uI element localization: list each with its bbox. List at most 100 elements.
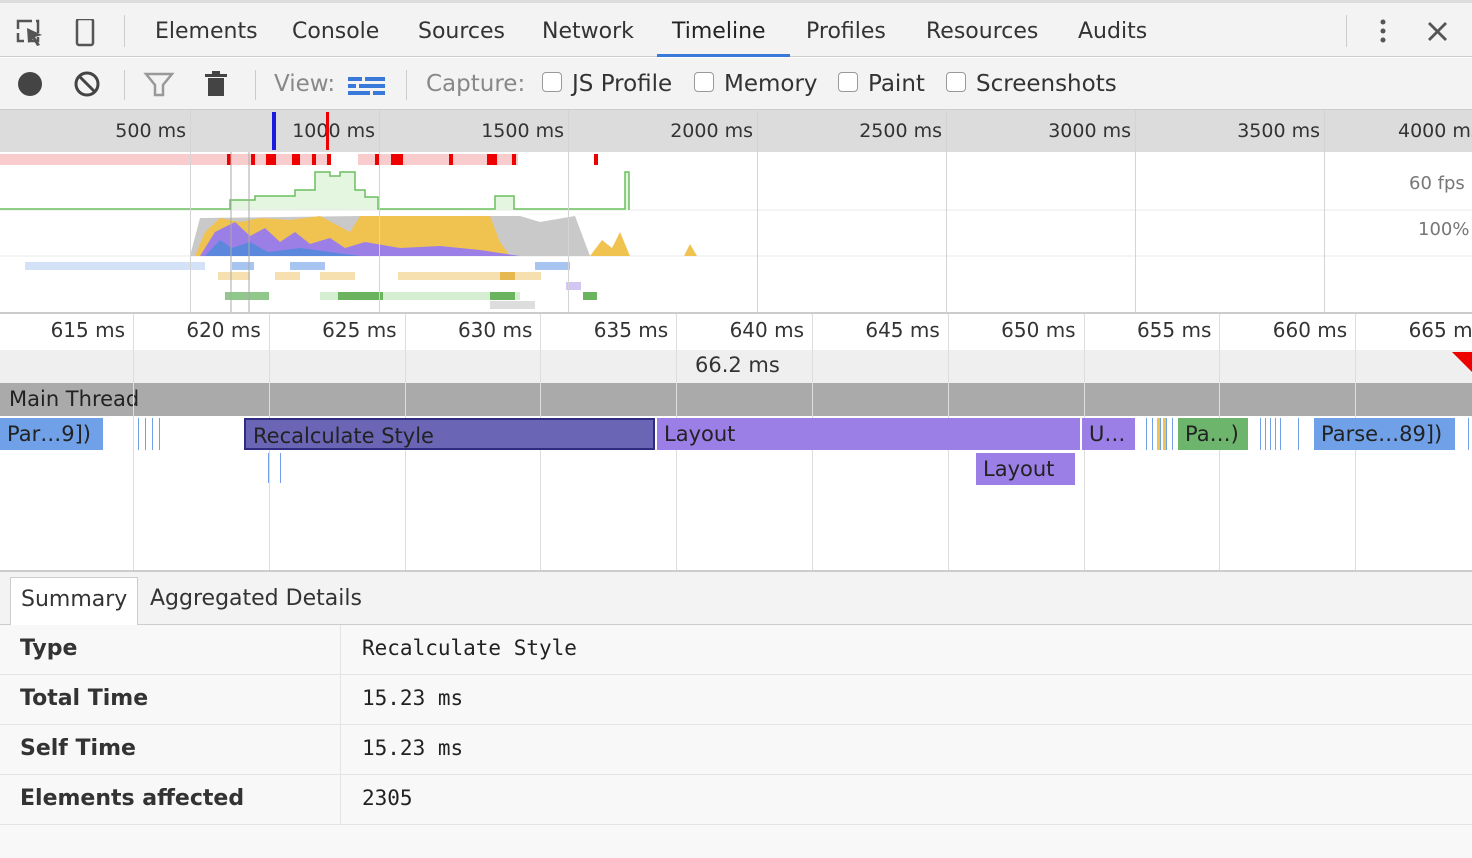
active-tab-indicator (657, 54, 790, 57)
tick-label: 615 ms (50, 318, 125, 342)
summary-key: Elements affected (20, 786, 245, 811)
divider (0, 570, 1472, 572)
checkbox[interactable] (838, 72, 858, 92)
event-tick (1280, 418, 1281, 450)
event-tick (1298, 418, 1299, 450)
tick-label: 4000 ms (1398, 120, 1472, 142)
event-tick (1265, 418, 1266, 450)
tick-label: 1000 ms (292, 120, 375, 142)
tick-label: 2000 ms (670, 120, 753, 142)
tick-label: 3000 ms (1048, 120, 1131, 142)
grid-line (190, 110, 191, 312)
tick-label: 650 ms (1001, 318, 1076, 342)
tab-active[interactable]: Timeline (672, 19, 766, 44)
grid-line (946, 110, 947, 312)
summary-tab-active[interactable]: Summary (10, 577, 138, 625)
toolbar-icons[interactable] (15, 70, 405, 100)
checkbox[interactable] (694, 72, 714, 92)
event-bar[interactable]: U… (1082, 418, 1135, 450)
event-tick (1152, 418, 1153, 450)
tick-label: 635 ms (593, 318, 669, 342)
event-bar[interactable]: Layout (657, 418, 1080, 450)
tab[interactable]: Sources (418, 19, 506, 44)
column-divider (340, 625, 341, 825)
summary-value: 15.23 ms (362, 686, 464, 710)
overview-ruler: 500 ms 1000 ms 1500 ms 2000 ms 2500 ms 3000 m… (0, 110, 1472, 152)
summary-key: Type (20, 636, 78, 661)
event-tick (1157, 418, 1160, 450)
summary-row: Total Time 15.23 ms (0, 675, 1472, 725)
duration-band (0, 350, 1472, 383)
thread-header (0, 383, 1472, 416)
grid-line (757, 110, 758, 312)
event-bar[interactable]: Pa…) (1178, 418, 1248, 450)
cpu-label: 100% (1418, 219, 1470, 240)
checkbox[interactable] (542, 72, 562, 92)
tick-label: 660 ms (1272, 318, 1348, 342)
event-tick (280, 453, 281, 483)
tick-label: 630 ms (457, 318, 533, 342)
tab[interactable]: Audits (1078, 19, 1148, 44)
summary-tab[interactable]: Aggregated Details (150, 586, 362, 611)
event-tick (1146, 418, 1147, 450)
overview-graph (0, 152, 1472, 312)
thread-label: Main Thread (9, 387, 140, 411)
event-tick (152, 418, 153, 450)
flame-chart: 615 ms 620 ms 625 ms 630 ms 635 ms 640 ms 645 … (0, 314, 1472, 570)
summary-tabs (0, 572, 1472, 625)
grid-line (1135, 110, 1136, 312)
checkbox[interactable] (946, 72, 966, 92)
tick-label: 625 ms (322, 318, 397, 342)
grid-line (1324, 110, 1325, 312)
fps-label: 60 fps (1409, 173, 1465, 194)
tick-label: 1500 ms (481, 120, 564, 142)
checkbox-label[interactable]: Screenshots (976, 71, 1117, 97)
grid-line (133, 314, 134, 570)
event-tick (1270, 418, 1271, 450)
checkbox-label[interactable]: Memory (724, 71, 818, 97)
tick-label: 620 ms (186, 318, 261, 342)
tab[interactable]: Network (542, 19, 634, 44)
tick-label: 640 ms (729, 318, 804, 342)
event-tick (1166, 418, 1167, 450)
event-tick (1163, 418, 1166, 450)
event-tick (1160, 418, 1161, 450)
tab[interactable]: Profiles (806, 19, 886, 44)
event-bar[interactable]: Layout (976, 453, 1075, 485)
summary-row: Self Time 15.23 ms (0, 725, 1472, 775)
event-tick (1468, 418, 1469, 450)
grid-line (379, 110, 380, 312)
load-marker (326, 112, 329, 150)
checkbox-label[interactable]: JS Profile (572, 71, 673, 97)
capture-label: Capture: (426, 71, 526, 97)
tab[interactable]: Elements (155, 19, 258, 44)
event-tick (1260, 418, 1261, 450)
summary-key: Self Time (20, 736, 136, 761)
summary-row: Elements affected 2305 (0, 775, 1472, 825)
duration-label: 66.2 ms (695, 353, 780, 377)
tick-label: 500 ms (115, 120, 186, 142)
event-bar[interactable]: Recalculate Style (244, 418, 655, 450)
tab[interactable]: Console (292, 19, 380, 44)
load-marker (272, 112, 276, 150)
tab-bar: Elements Console Sources Network Timeline Pro… (0, 0, 1472, 57)
summary-value: 15.23 ms (362, 736, 464, 760)
tick-label: 3500 ms (1237, 120, 1320, 142)
overflow-marker (1452, 352, 1472, 372)
checkbox-label[interactable]: Paint (868, 71, 925, 97)
separator (255, 70, 256, 100)
window-controls[interactable] (1370, 17, 1455, 47)
tick-label: 665 ms (1408, 318, 1472, 342)
summary-value: 2305 (362, 786, 413, 810)
tab[interactable]: Resources (926, 19, 1039, 44)
summary-value: Recalculate Style (362, 636, 577, 660)
event-tick (1172, 418, 1173, 450)
event-bar[interactable]: Par…9]) (0, 418, 103, 450)
tick-label: 645 ms (865, 318, 940, 342)
event-tick (1275, 418, 1276, 450)
event-bar[interactable]: Parse…89]) (1314, 418, 1455, 450)
separator (124, 70, 125, 100)
toolbar-icons[interactable] (16, 19, 106, 49)
separator (406, 70, 407, 100)
